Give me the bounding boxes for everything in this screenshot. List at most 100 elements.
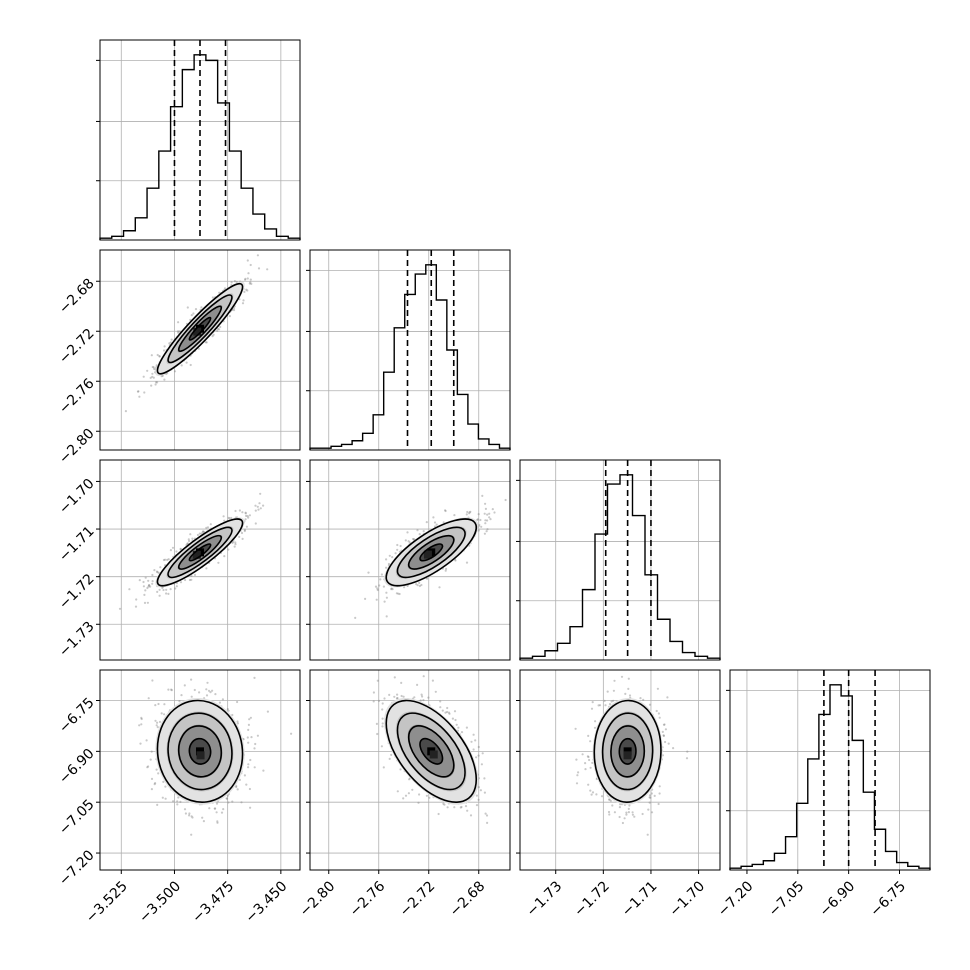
sample-point: [396, 790, 399, 793]
sample-point: [190, 314, 193, 317]
sample-point: [664, 740, 667, 744]
sample-point: [575, 758, 578, 761]
sample-point: [393, 695, 396, 698]
contour-line: [167, 294, 233, 364]
sample-point: [248, 718, 251, 721]
sample-point: [174, 587, 177, 590]
sample-point: [598, 704, 602, 707]
sample-point: [466, 510, 469, 514]
sample-point: [594, 720, 597, 723]
sample-point: [150, 788, 153, 791]
sample-point: [590, 707, 594, 710]
sample-point: [388, 693, 391, 697]
histogram-step: [309, 264, 511, 450]
sample-point: [156, 721, 159, 724]
sample-point: [586, 755, 590, 758]
sample-point: [140, 717, 143, 721]
sample-point: [608, 703, 612, 706]
sample-point: [201, 816, 204, 819]
sample-point: [156, 590, 159, 594]
sample-point: [238, 509, 241, 512]
sample-point: [156, 381, 159, 384]
sample-point: [380, 745, 383, 748]
sample-point: [662, 723, 666, 726]
sample-point: [118, 607, 122, 610]
sample-point: [254, 522, 257, 525]
y-tick-label: −2.76: [56, 376, 98, 418]
sample-point: [416, 584, 419, 587]
sample-point: [236, 700, 239, 704]
sample-point: [143, 391, 146, 394]
sample-point: [381, 717, 384, 720]
sample-point: [187, 538, 190, 541]
sample-point: [407, 792, 410, 795]
contour-line: [156, 518, 244, 587]
sample-point: [612, 689, 616, 692]
sample-point: [253, 747, 256, 750]
sample-point: [385, 566, 388, 569]
sample-point: [247, 763, 250, 766]
sample-point: [375, 722, 378, 726]
sample-point: [404, 794, 408, 797]
sample-point: [380, 573, 383, 576]
sample-point: [179, 800, 182, 804]
sample-point: [223, 287, 227, 290]
contour-line: [610, 725, 646, 778]
sample-point: [214, 807, 217, 810]
sample-point: [627, 677, 630, 680]
sample-point: [158, 355, 161, 358]
sample-point: [381, 722, 384, 725]
sample-point: [444, 509, 447, 512]
contour-line: [156, 699, 244, 804]
sample-point: [202, 820, 205, 823]
sample-point: [205, 341, 208, 344]
sample-point: [434, 690, 437, 693]
sample-point: [167, 558, 170, 561]
sample-point: [408, 541, 411, 544]
panel-frame: [519, 459, 721, 661]
sample-point: [597, 704, 600, 707]
sample-point: [396, 697, 399, 700]
panel-1-0: −2.80 −2.76 −2.72 −2.68: [56, 249, 301, 467]
sample-point: [396, 548, 399, 551]
sample-point: [504, 498, 507, 502]
sample-point: [395, 697, 399, 700]
x-tick-label: −2.76: [347, 878, 389, 920]
sample-point: [372, 700, 375, 703]
sample-point: [438, 586, 441, 589]
sample-point: [158, 588, 161, 591]
sample-point: [609, 799, 613, 802]
sample-point: [377, 699, 381, 703]
sample-point: [475, 804, 479, 807]
sample-point: [151, 580, 154, 583]
sample-point: [655, 709, 658, 713]
sample-point: [480, 763, 483, 766]
sample-point: [469, 510, 472, 513]
sample-point: [479, 518, 482, 522]
sample-point: [587, 755, 590, 759]
x-tick-label: −3.500: [136, 878, 184, 926]
sample-point: [402, 695, 405, 698]
sample-point: [402, 797, 405, 800]
sample-point: [485, 814, 489, 817]
sample-point: [142, 585, 145, 588]
sample-point: [169, 549, 172, 552]
sample-point: [618, 815, 621, 819]
sample-point: [587, 783, 590, 786]
sample-point: [144, 589, 147, 592]
sample-point: [390, 587, 393, 590]
x-tick-label: −2.72: [397, 878, 439, 920]
sample-point: [227, 801, 230, 804]
sample-point: [442, 802, 445, 805]
sample-point: [150, 750, 153, 753]
sample-point: [606, 690, 609, 693]
sample-point: [128, 588, 131, 591]
sample-point: [220, 811, 224, 814]
sample-point: [628, 694, 632, 697]
sample-point: [385, 615, 388, 618]
sample-point: [165, 592, 168, 595]
sample-point: [484, 507, 487, 510]
sample-point: [177, 321, 180, 324]
sample-point: [411, 788, 414, 791]
sample-point: [231, 541, 234, 545]
